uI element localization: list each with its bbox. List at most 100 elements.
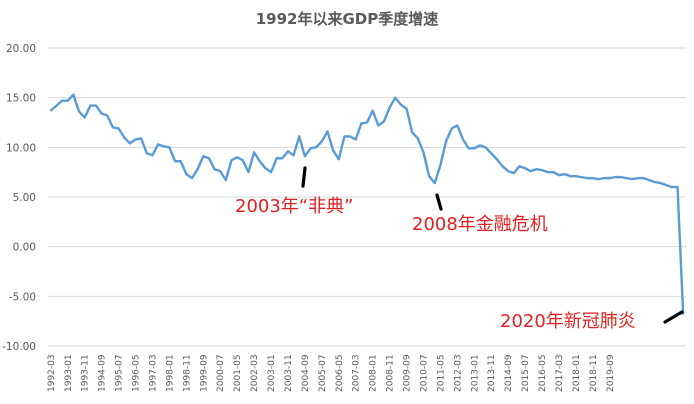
data-point xyxy=(608,177,611,180)
x-tick-label: 2004-09 xyxy=(301,354,311,392)
data-point xyxy=(484,146,487,149)
data-point xyxy=(428,175,431,178)
data-point xyxy=(343,135,346,138)
data-point xyxy=(202,155,205,158)
data-point xyxy=(117,127,120,130)
data-point xyxy=(512,172,515,175)
data-point xyxy=(83,116,86,119)
x-tick-label: 2017-03 xyxy=(555,354,565,392)
x-tick-label: 2007-03 xyxy=(352,354,362,392)
data-point xyxy=(620,176,622,179)
x-tick-label: 2000-07 xyxy=(216,354,226,392)
annotation-marker xyxy=(301,166,307,188)
x-tick-label: 2001-05 xyxy=(233,354,243,392)
data-point xyxy=(332,149,335,152)
data-point xyxy=(89,104,92,107)
x-tick-label: 1993-01 xyxy=(64,354,74,392)
x-tick-label: 2018-11 xyxy=(589,354,599,392)
data-point xyxy=(524,167,526,170)
data-point xyxy=(292,154,295,157)
data-point xyxy=(95,104,97,107)
x-tick-label: 1995-07 xyxy=(115,354,125,392)
data-point xyxy=(224,179,227,182)
data-point xyxy=(642,177,645,180)
x-tick-label: 1992-03 xyxy=(47,354,57,392)
data-point xyxy=(72,93,75,96)
x-tick-label: 2009-09 xyxy=(403,354,413,392)
data-point xyxy=(631,178,634,181)
data-point xyxy=(61,99,64,102)
data-point xyxy=(490,152,493,155)
data-point xyxy=(185,173,188,176)
data-point xyxy=(614,176,617,179)
x-tick-label: 2018-01 xyxy=(572,354,582,392)
x-tick-label: 1999-09 xyxy=(199,354,209,392)
data-point xyxy=(399,103,402,106)
data-point xyxy=(253,151,255,154)
data-point xyxy=(625,177,628,180)
x-tick-label: 2013-01 xyxy=(470,354,480,392)
data-point xyxy=(100,112,103,115)
data-point xyxy=(66,99,69,102)
data-point xyxy=(230,159,233,162)
x-tick-label: 2019-09 xyxy=(606,354,616,392)
x-tick-label: 1994-09 xyxy=(98,354,108,392)
x-tick-label: 2016-05 xyxy=(538,354,548,392)
annotations: 2003年“非典” 2008年金融危机 2020年新冠肺炎 xyxy=(235,166,684,332)
data-point xyxy=(558,174,560,177)
data-point xyxy=(456,124,459,127)
x-tick-label: 2008-01 xyxy=(369,354,379,392)
x-tick-label: 2003-11 xyxy=(284,354,294,392)
data-point xyxy=(264,167,267,170)
data-point xyxy=(552,171,555,174)
data-point xyxy=(433,182,436,184)
data-point xyxy=(665,184,668,186)
data-point xyxy=(462,138,464,141)
data-point xyxy=(128,142,131,145)
data-point xyxy=(303,155,306,158)
x-tick-label: 2006-05 xyxy=(335,354,345,392)
data-point xyxy=(580,176,583,179)
data-point xyxy=(383,120,385,123)
grid-lines xyxy=(48,47,686,347)
x-tick-label: 1993-11 xyxy=(81,354,91,392)
data-point xyxy=(377,124,380,127)
data-point xyxy=(320,140,323,143)
x-tick-label: 2005-07 xyxy=(318,354,328,392)
data-point xyxy=(676,186,679,188)
data-point xyxy=(479,144,481,147)
data-point xyxy=(439,164,442,167)
data-point xyxy=(586,177,589,180)
annotation-label: 2003年“非典” xyxy=(235,196,353,217)
data-point xyxy=(670,186,673,188)
data-point xyxy=(208,157,210,160)
y-axis-tick-labels: 20.00 15.00 10.00 5.00 0.00 -5.00 -10.00 xyxy=(2,43,36,353)
data-point xyxy=(196,168,199,171)
x-tick-label: 1996-05 xyxy=(132,354,142,392)
data-point xyxy=(473,147,476,150)
data-point xyxy=(213,168,216,171)
data-point xyxy=(569,175,572,178)
data-point xyxy=(123,136,126,139)
y-tick-label: 5.00 xyxy=(13,192,36,204)
data-point xyxy=(349,135,351,138)
data-point xyxy=(106,114,109,117)
data-point xyxy=(637,177,639,180)
x-tick-label: 2003-01 xyxy=(267,354,277,392)
annotation-label: 2008年金融危机 xyxy=(412,214,548,235)
data-point xyxy=(366,121,368,124)
x-tick-label: 1998-01 xyxy=(165,354,175,392)
y-tick-label: 15.00 xyxy=(6,93,36,105)
data-point xyxy=(174,160,176,163)
data-point xyxy=(55,104,58,107)
data-point xyxy=(281,157,284,160)
data-point xyxy=(467,147,470,150)
x-tick-label: 1998-11 xyxy=(182,354,192,392)
data-point xyxy=(501,165,504,168)
data-point xyxy=(134,138,137,141)
data-point xyxy=(270,171,272,174)
y-tick-label: 0.00 xyxy=(13,242,36,254)
x-tick-label: 2011-05 xyxy=(436,354,446,392)
chart-title: 1992年以来GDP季度增速 xyxy=(256,10,439,28)
